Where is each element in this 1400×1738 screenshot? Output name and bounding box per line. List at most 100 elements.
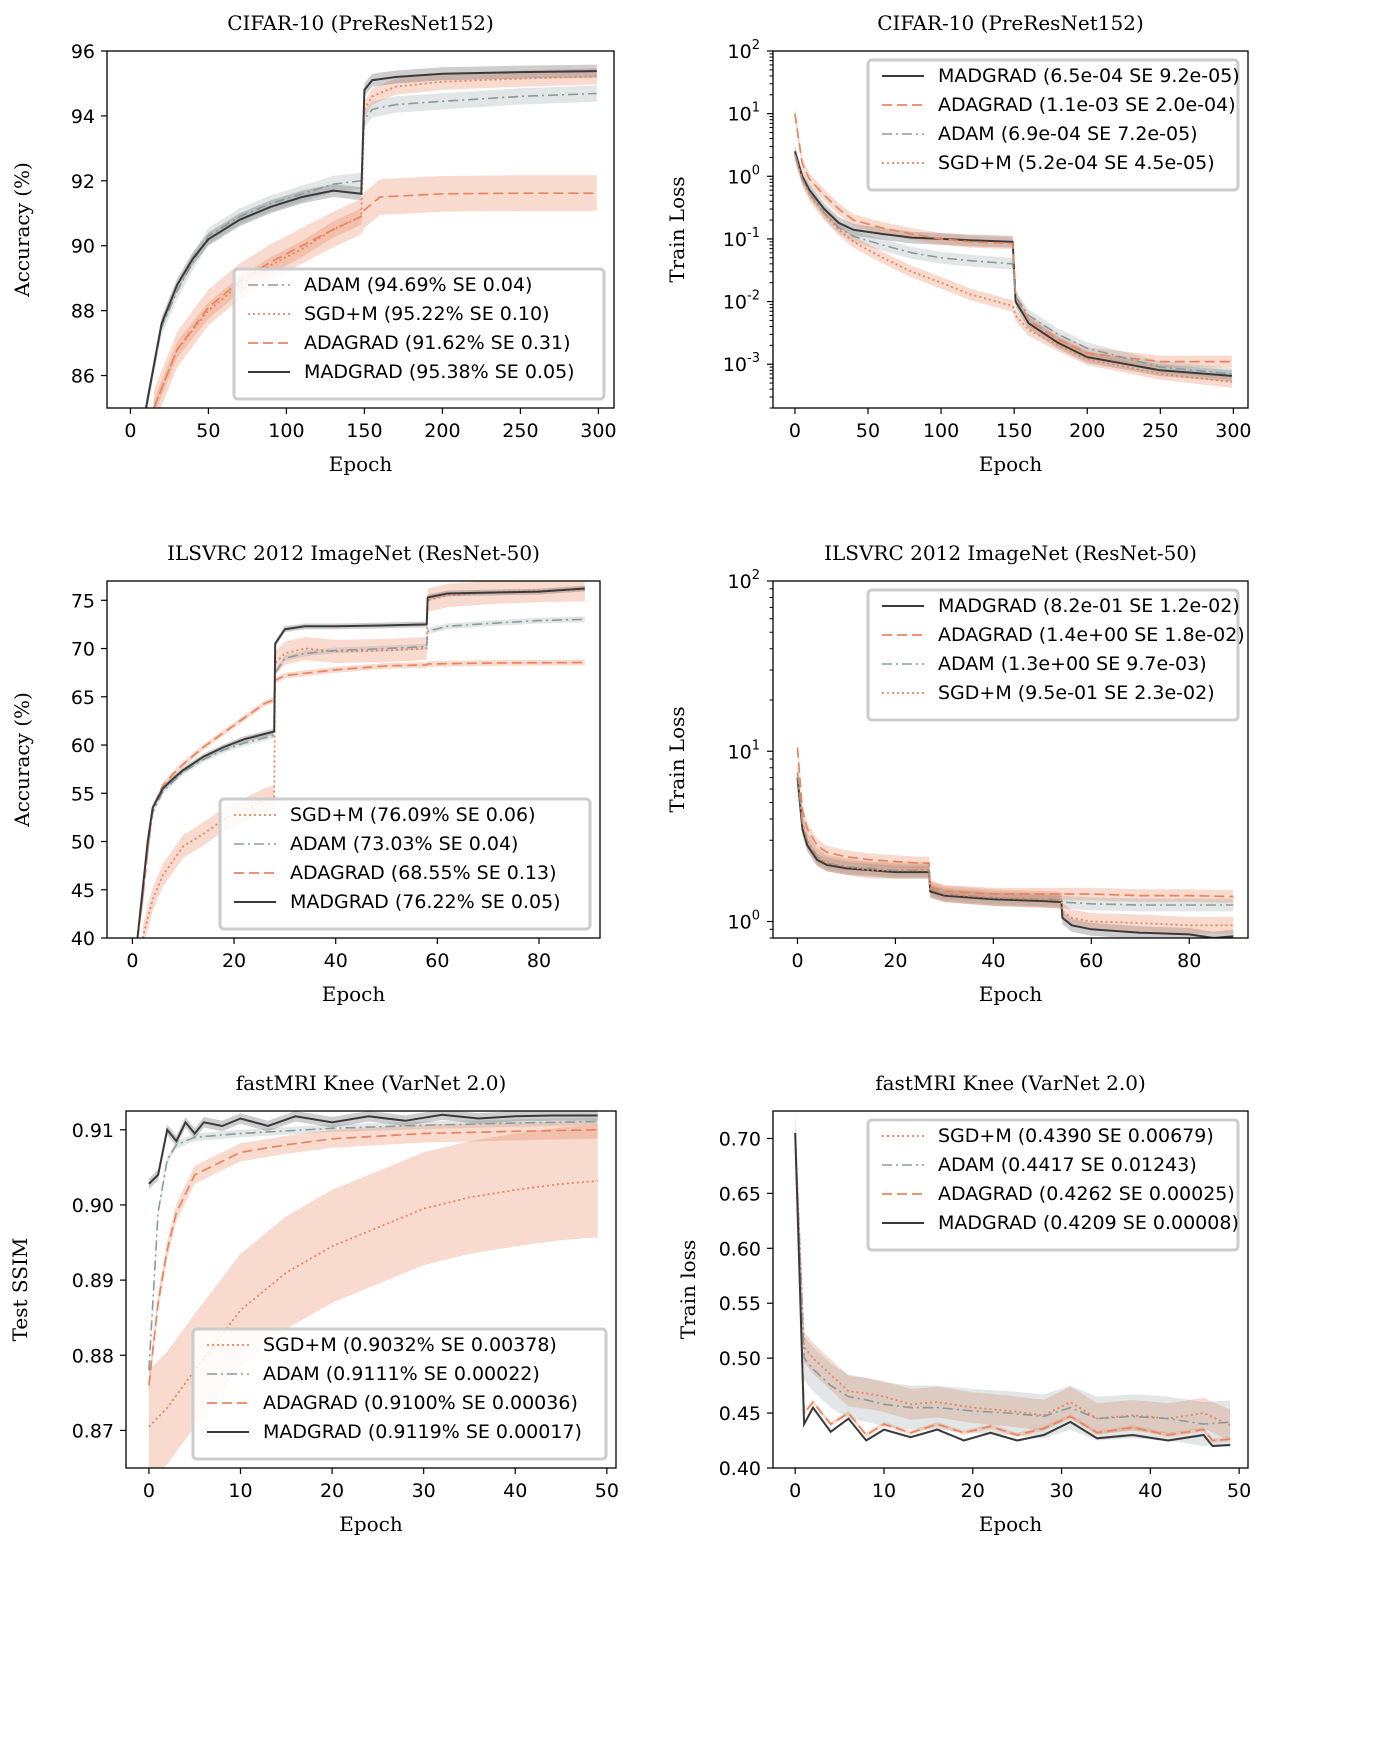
axes-frame <box>772 50 1249 409</box>
legend-label-sgdm: SGD+M (95.22% SE 0.10) <box>304 303 550 325</box>
band-adam <box>795 1111 1231 1446</box>
x-axis-label: Epoch <box>979 1512 1043 1536</box>
x-tick-label: 40 <box>981 950 1005 972</box>
band-sgdm <box>142 581 585 938</box>
x-tick-label: 80 <box>527 950 551 972</box>
panel-cifar10-train-loss: 0 50 100 150 200 250 300 10-3 10-2 10-1 100 101 102 C… <box>665 11 1252 476</box>
series-line-adagrad <box>153 192 597 408</box>
y-tick-label: 0.88 <box>72 1345 114 1367</box>
chart-title: ILSVRC 2012 ImageNet (ResNet-50) <box>824 541 1197 565</box>
y-tick-label: 102 <box>728 38 760 63</box>
y-axis-label: Train Loss <box>665 176 689 282</box>
y-tick-label: 101 <box>728 738 760 763</box>
x-tick-label: 60 <box>1079 950 1103 972</box>
chart-title: fastMRI Knee (VarNet 2.0) <box>236 1071 507 1095</box>
legend-label-adagrad: ADAGRAD (91.62% SE 0.31) <box>304 332 571 354</box>
legend-frame <box>866 1118 1240 1252</box>
y-axis-label: Accuracy (%) <box>10 162 34 298</box>
y-tick-label: 55 <box>71 783 95 805</box>
y-tick-label: 0.45 <box>719 1403 761 1425</box>
legend-label-sgdm: SGD+M (0.9032% SE 0.00378) <box>263 1334 557 1356</box>
x-axis-label: Epoch <box>339 1512 403 1536</box>
band-adagrad <box>797 741 1234 903</box>
series-line-madgrad <box>796 777 1234 938</box>
legend-frame <box>866 588 1240 722</box>
y-tick-label: 60 <box>71 735 95 757</box>
x-tick-label: 200 <box>424 420 460 442</box>
panel-cifar10-accuracy: 0 50 100 150 200 250 300 86 88 90 92 94 96 CIFAR-10 (… <box>10 11 617 476</box>
legend: SGD+M (0.9032% SE 0.00378) ADAM (0.9111% … <box>191 1327 608 1461</box>
legend: ADAM (94.69% SE 0.04) SGD+M (95.22% SE 0.… <box>232 267 606 401</box>
x-axis-label: Epoch <box>979 982 1043 1006</box>
series-line-sgdm <box>148 1180 598 1428</box>
x-tick-label: 20 <box>320 1480 344 1502</box>
legend-label-sgdm: SGD+M (9.5e-01 SE 2.3e-02) <box>938 682 1215 704</box>
plot-area <box>793 107 1233 388</box>
x-tick-label: 250 <box>502 420 538 442</box>
chart-title: CIFAR-10 (PreResNet152) <box>227 11 494 35</box>
x-tick-label: 100 <box>923 420 959 442</box>
legend-label-adam: ADAM (0.4417 SE 0.01243) <box>938 1154 1197 1176</box>
legend-label-sgdm: SGD+M (0.4390 SE 0.00679) <box>938 1125 1214 1147</box>
band-sgdm <box>795 1117 1231 1441</box>
x-axis-label: Epoch <box>329 452 393 476</box>
legend-label-adam: ADAM (73.03% SE 0.04) <box>290 833 518 855</box>
x-tick-label: 50 <box>1227 1480 1251 1502</box>
legend-frame <box>218 797 592 931</box>
series-line-adam <box>794 154 1232 375</box>
plot-area <box>794 1111 1231 1448</box>
y-axis-label: Train Loss <box>665 706 689 812</box>
y-tick-label: 70 <box>71 639 95 661</box>
series-line-madgrad <box>794 1132 1231 1448</box>
y-tick-label: 101 <box>728 101 760 126</box>
x-tick-label: 20 <box>222 950 246 972</box>
y-tick-label: 10-3 <box>723 351 760 376</box>
legend-label-adam: ADAM (1.3e+00 SE 9.7e-03) <box>938 653 1207 675</box>
legend-label-adam: ADAM (6.9e-04 SE 7.2e-05) <box>938 123 1198 145</box>
axes-frame <box>125 1110 617 1469</box>
y-tick-label: 94 <box>71 106 95 128</box>
y-tick-label: 0.40 <box>719 1458 761 1480</box>
axes-frame <box>106 580 601 939</box>
legend-label-adam: ADAM (94.69% SE 0.04) <box>304 274 532 296</box>
legend-label-madgrad: MADGRAD (0.4209 SE 0.00008) <box>938 1212 1239 1234</box>
x-tick-label: 50 <box>595 1480 619 1502</box>
series-line-madgrad <box>145 70 597 408</box>
x-tick-label: 10 <box>228 1480 252 1502</box>
y-tick-label: 75 <box>71 590 95 612</box>
series-line-adam <box>796 772 1234 906</box>
y-tick-label: 96 <box>71 41 95 63</box>
series-line-madgrad <box>148 1113 598 1185</box>
series-line-adam <box>145 92 597 408</box>
legend-label-madgrad: MADGRAD (95.38% SE 0.05) <box>304 361 575 383</box>
y-tick-label: 86 <box>71 366 95 388</box>
x-tick-label: 300 <box>1215 420 1251 442</box>
legend-label-madgrad: MADGRAD (76.22% SE 0.05) <box>290 891 561 913</box>
legend-label-madgrad: MADGRAD (8.2e-01 SE 1.2e-02) <box>938 595 1240 617</box>
x-tick-label: 0 <box>126 950 138 972</box>
x-tick-label: 300 <box>580 420 616 442</box>
legend: SGD+M (76.09% SE 0.06) ADAM (73.03% SE 0.… <box>218 797 592 931</box>
x-tick-label: 40 <box>1138 1480 1162 1502</box>
y-tick-label: 0.55 <box>719 1293 761 1315</box>
x-tick-label: 10 <box>872 1480 896 1502</box>
series-line-adagrad <box>148 1128 598 1386</box>
y-tick-label: 0.65 <box>719 1183 761 1205</box>
x-tick-label: 0 <box>791 950 803 972</box>
legend-label-sgdm: SGD+M (5.2e-04 SE 4.5e-05) <box>938 152 1215 174</box>
series-line-sgdm <box>796 772 1234 927</box>
y-tick-label: 100 <box>728 909 760 934</box>
x-tick-label: 40 <box>503 1480 527 1502</box>
x-tick-label: 50 <box>856 420 880 442</box>
x-tick-label: 150 <box>996 420 1032 442</box>
legend: MADGRAD (8.2e-01 SE 1.2e-02) ADAGRAD (1.4… <box>866 588 1245 722</box>
plot-area <box>148 1111 598 1468</box>
panel-imagenet-train-loss: 0 20 40 60 80 100 101 102 ILSVRC 2012 ImageNet (… <box>665 541 1249 1006</box>
legend-frame <box>191 1327 608 1461</box>
y-tick-label: 92 <box>71 171 95 193</box>
y-tick-label: 0.60 <box>719 1238 761 1260</box>
y-axis-label: Test SSIM <box>8 1238 32 1342</box>
x-tick-label: 200 <box>1069 420 1105 442</box>
series-line-adam <box>148 1120 598 1371</box>
